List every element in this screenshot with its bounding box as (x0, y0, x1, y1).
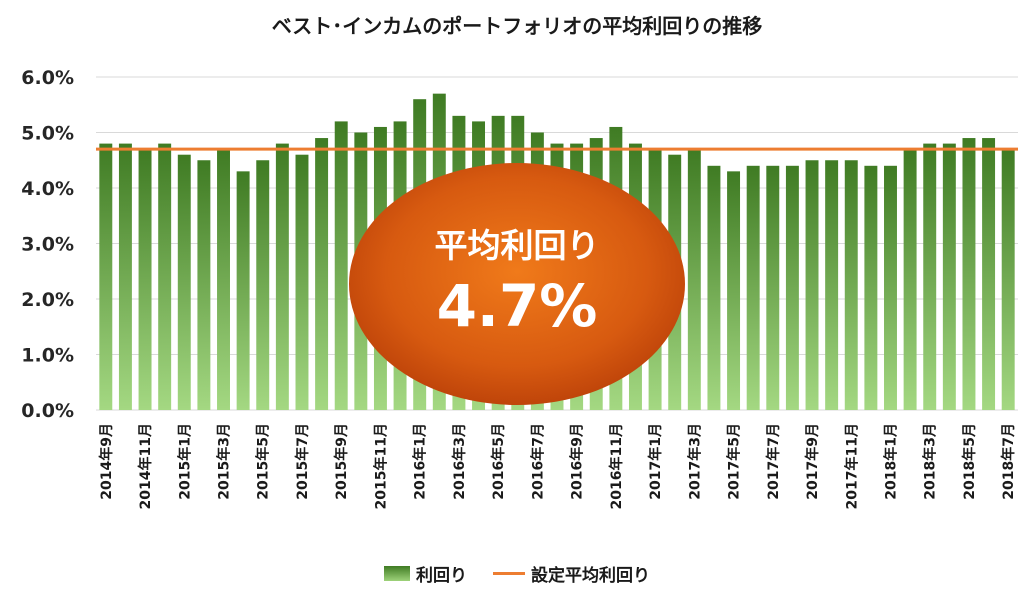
legend: 利回り 設定平均利回り (0, 561, 1034, 586)
legend-label-target: 設定平均利回り (531, 566, 650, 586)
bar (236, 171, 250, 410)
y-tick-label: 4.0% (21, 178, 74, 200)
bar (942, 143, 956, 410)
legend-item-yield: 利回り (384, 561, 467, 586)
bar (962, 138, 976, 411)
x-tick-label: 2018年7月 (1000, 423, 1017, 500)
x-tick-label: 2015年3月 (216, 423, 233, 500)
average-yield-callout: 平均利回り 4.7% (349, 163, 685, 405)
y-tick-label: 3.0% (21, 234, 74, 256)
bar (884, 165, 897, 410)
legend-item-target: 設定平均利回り (493, 561, 650, 586)
x-tick-label: 2018年3月 (922, 423, 939, 500)
bar (825, 160, 839, 410)
x-tick-label: 2018年5月 (961, 423, 978, 500)
bar (707, 165, 721, 410)
bar (177, 154, 191, 410)
bar (315, 138, 329, 411)
x-tick-label: 2014年9月 (98, 423, 115, 500)
bar (805, 160, 819, 410)
x-tick-label: 2016年5月 (490, 423, 507, 500)
bar (844, 160, 858, 410)
bar (275, 143, 289, 410)
y-tick-label: 6.0% (21, 67, 74, 89)
bar (766, 165, 780, 410)
x-tick-label: 2016年3月 (451, 423, 468, 500)
x-tick-label: 2017年1月 (647, 423, 664, 500)
chart-title: ベスト･インカムのポートフォリオの平均利回りの推移 (271, 14, 763, 38)
callout-oval (349, 163, 685, 405)
y-tick-label: 1.0% (21, 345, 74, 367)
x-tick-label: 2016年1月 (412, 423, 429, 500)
bar (158, 143, 172, 410)
y-tick-label: 5.0% (21, 123, 74, 145)
bar (197, 160, 211, 410)
x-tick-label: 2014年11月 (137, 423, 154, 509)
bar (118, 143, 132, 410)
bar (99, 143, 113, 410)
x-tick-label: 2017年3月 (686, 423, 703, 500)
bar (138, 149, 152, 410)
bar (295, 154, 309, 410)
x-tick-label: 2015年1月 (176, 423, 193, 500)
legend-swatch-line (493, 572, 525, 575)
x-tick-label: 2016年7月 (529, 423, 546, 500)
callout-value: 4.7% (437, 272, 598, 340)
legend-swatch-bar (384, 566, 410, 581)
bar (217, 149, 230, 410)
x-tick-label: 2017年7月 (765, 423, 782, 500)
bar (923, 143, 937, 410)
y-tick-label: 0.0% (21, 400, 74, 422)
x-tick-label: 2016年11月 (608, 423, 625, 509)
bar (903, 149, 917, 410)
x-tick-label: 2018年1月 (882, 423, 899, 500)
callout-title: 平均利回り (435, 226, 600, 265)
x-tick-label: 2017年9月 (804, 423, 821, 500)
x-tick-label: 2015年7月 (294, 423, 311, 500)
bar (1001, 149, 1015, 410)
bar (727, 171, 741, 410)
bar (982, 138, 996, 411)
bar (256, 160, 270, 410)
legend-label-yield: 利回り (416, 566, 467, 586)
x-tick-label: 2016年9月 (569, 423, 586, 500)
x-tick-label: 2015年5月 (255, 423, 272, 500)
bar (687, 149, 701, 410)
bar (334, 121, 348, 411)
bar (785, 165, 799, 410)
x-tick-label: 2015年11月 (372, 423, 389, 509)
bar (746, 165, 760, 410)
x-tick-label: 2017年11月 (843, 423, 860, 509)
x-tick-label: 2015年9月 (333, 423, 350, 500)
x-tick-label: 2017年5月 (726, 423, 743, 500)
bar (864, 165, 878, 410)
y-tick-label: 2.0% (21, 289, 74, 311)
